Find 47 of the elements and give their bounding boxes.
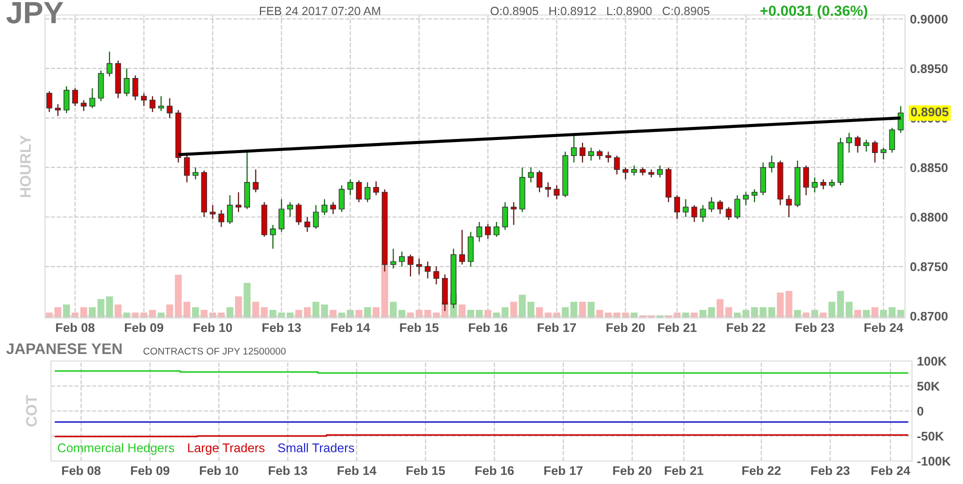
text: Commercial Hedgers bbox=[58, 443, 174, 455]
y-tick-label: 50K bbox=[917, 382, 940, 391]
chart-title: JPY bbox=[6, 2, 64, 24]
y-tick-label: 0.8700 bbox=[910, 312, 948, 321]
x-tick-label: Feb 21 bbox=[658, 322, 697, 332]
x-tick-label: Feb 08 bbox=[56, 322, 95, 332]
x-tick-label: Feb 17 bbox=[544, 466, 583, 476]
x-tick-label: Feb 10 bbox=[194, 322, 232, 332]
x-tick-label: Feb 23 bbox=[811, 466, 850, 476]
series-label: Small Traders bbox=[278, 443, 354, 452]
y-tick-label: 0.8950 bbox=[910, 64, 948, 74]
text: 0.8905 bbox=[911, 108, 948, 116]
y-tick-label: -50K bbox=[917, 432, 944, 441]
chart-subtitle: FEB 24 2017 07:20 AM bbox=[260, 6, 380, 16]
y-tick-label: 0.8800 bbox=[910, 212, 948, 222]
x-tick-label: Feb 22 bbox=[742, 466, 781, 476]
y-tick-label: -100K bbox=[917, 456, 951, 466]
x-tick-label: Feb 13 bbox=[268, 466, 308, 476]
y-tick-label: 0.8750 bbox=[910, 262, 948, 272]
x-tick-label: Feb 10 bbox=[200, 466, 238, 476]
x-tick-label: Feb 16 bbox=[468, 322, 508, 332]
x-tick-label: Feb 23 bbox=[796, 322, 834, 332]
x-tick-label: Feb 14 bbox=[338, 466, 376, 476]
chart-title: JAPANESE YEN bbox=[6, 343, 122, 354]
series-label: Large Traders bbox=[188, 443, 265, 455]
x-tick-label: Feb 15 bbox=[400, 322, 439, 332]
y-tick-label: 0.8850 bbox=[910, 163, 948, 172]
x-tick-label: Feb 17 bbox=[538, 322, 576, 332]
annotation: O:0.8905 H:0.8912 L:0.8900 C:0.8905 bbox=[490, 6, 710, 16]
x-tick-label: Feb 09 bbox=[131, 466, 170, 476]
chart-subtitle: CONTRACTS OF JPY 12500000 bbox=[143, 348, 286, 355]
y-tick-label: 0 bbox=[917, 406, 924, 416]
y-tick-label: 100K bbox=[918, 356, 947, 366]
y-tick-label: 0.9000 bbox=[910, 14, 948, 24]
x-tick-label: Feb 22 bbox=[726, 322, 766, 332]
x-tick-label: Feb 24 bbox=[872, 466, 910, 476]
x-tick-label: Feb 20 bbox=[613, 466, 652, 476]
annotation: +0.0031 (0.36%) bbox=[760, 5, 868, 19]
x-tick-label: Feb 20 bbox=[606, 322, 645, 332]
x-tick-label: Feb 08 bbox=[62, 466, 101, 476]
x-tick-label: Feb 14 bbox=[331, 322, 370, 332]
x-tick-label: Feb 21 bbox=[664, 466, 704, 476]
x-tick-label: Feb 16 bbox=[475, 466, 514, 476]
x-tick-label: Feb 15 bbox=[406, 466, 445, 476]
x-tick-label: Feb 13 bbox=[262, 322, 301, 332]
x-tick-label: Feb 24 bbox=[864, 322, 904, 332]
x-tick-label: Feb 09 bbox=[124, 322, 164, 332]
